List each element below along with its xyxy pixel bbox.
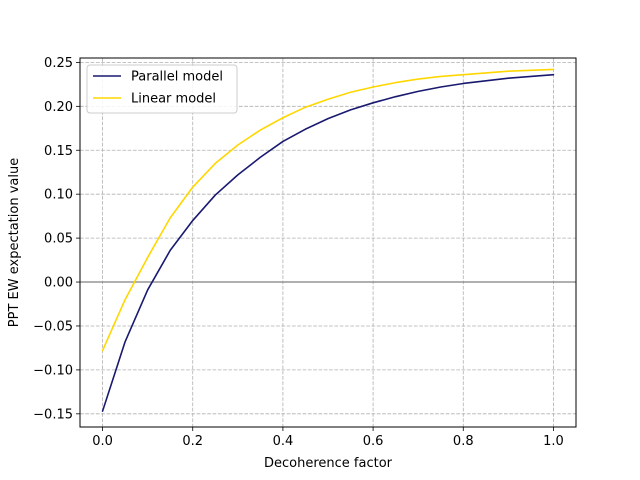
series-line-parallel-model — [101, 73, 555, 412]
y-tick-label: 0.25 — [44, 56, 73, 71]
legend-box — [86, 64, 238, 114]
series-lines — [101, 68, 555, 412]
x-axis-title: Decoherence factor — [264, 456, 393, 471]
legend-label-linear-model: Linear model — [131, 92, 216, 107]
y-tick-label: −0.05 — [33, 319, 73, 334]
legend-label-parallel-model: Parallel model — [131, 70, 223, 85]
x-tick-label: 0.0 — [92, 434, 113, 449]
y-tick-label: −0.10 — [33, 363, 73, 378]
y-tick-label: 0.15 — [44, 144, 73, 159]
x-tick-label: 0.6 — [363, 434, 384, 449]
y-axis-title: PPT EW expectation value — [7, 158, 22, 327]
y-tick-label: 0.10 — [44, 188, 73, 203]
plot-frame — [79, 57, 577, 428]
y-tick-label: −0.15 — [33, 407, 73, 422]
y-tick-label: 0.00 — [44, 276, 73, 291]
y-axis-ticks: −0.15 −0.10 −0.05 0.00 0.05 0.10 0.15 0.20 0.25 — [33, 56, 80, 422]
x-tick-label: 0.4 — [273, 434, 294, 449]
x-tick-label: 0.8 — [453, 434, 474, 449]
x-tick-label: 1.0 — [543, 434, 564, 449]
y-tick-label: 0.20 — [44, 100, 73, 115]
x-axis-ticks: 0.0 0.2 0.4 0.6 0.8 1.0 — [92, 427, 564, 449]
y-tick-label: 0.05 — [44, 232, 73, 247]
series-line-linear-model — [101, 68, 555, 352]
x-tick-label: 0.2 — [182, 434, 203, 449]
legend: Parallel model Linear model — [86, 64, 238, 114]
